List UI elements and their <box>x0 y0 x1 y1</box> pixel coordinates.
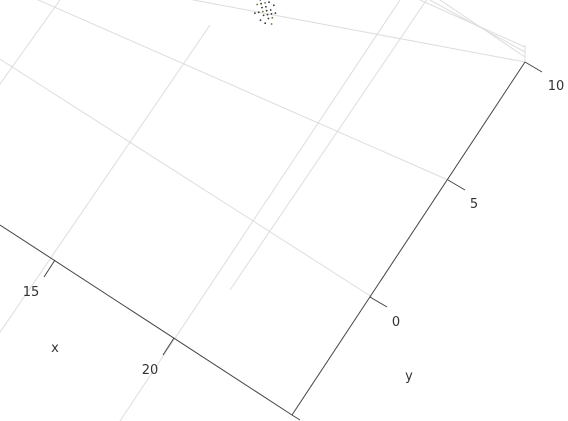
data-point <box>260 2 262 5</box>
grid-line-y <box>190 0 526 63</box>
grid-line-x <box>0 0 61 85</box>
axis-end-tick <box>291 414 301 421</box>
grid-line-y <box>429 0 526 53</box>
data-point <box>262 14 265 17</box>
data-point <box>261 6 263 9</box>
data-point <box>268 1 270 4</box>
grid-line-y <box>0 58 373 298</box>
x-tick-label-20: 20 <box>142 363 159 378</box>
y-axis-line <box>291 61 526 416</box>
data-point <box>270 13 273 15</box>
data-point <box>270 23 273 25</box>
data-point <box>274 12 277 15</box>
data-point <box>265 9 268 12</box>
x-tick-label-15: 15 <box>23 285 40 300</box>
data-point <box>272 4 275 7</box>
axes <box>0 61 543 421</box>
grid-line-y <box>439 0 526 58</box>
grid-lines <box>0 0 526 421</box>
x-axis-line <box>0 224 293 416</box>
data-point <box>266 13 269 16</box>
y-tick-label-10: 10 <box>548 79 565 94</box>
y-tick-10 <box>524 61 543 73</box>
data-point <box>259 0 262 1</box>
grid-line-x <box>229 0 428 291</box>
data-point <box>256 3 259 6</box>
x-axis-title: x <box>51 341 59 356</box>
y-tick-5 <box>447 179 466 191</box>
data-point <box>265 5 267 8</box>
data-point <box>259 19 262 21</box>
grid-line-y <box>37 0 449 181</box>
data-point <box>264 2 266 4</box>
y-tick-0 <box>369 296 388 308</box>
grid-line-x <box>119 0 401 421</box>
x-tick-20 <box>162 337 175 356</box>
data-point <box>261 10 264 13</box>
y-axis-title: y <box>405 369 413 384</box>
x-tick-15 <box>43 259 56 278</box>
data-point <box>269 9 272 11</box>
y-tick-label-5: 5 <box>470 197 478 212</box>
grid-line-x <box>0 24 211 334</box>
tick-labels: 15 20 0 5 10 x y <box>23 79 565 384</box>
data-point <box>254 12 256 15</box>
y-tick-label-0: 0 <box>392 315 400 330</box>
data-point <box>267 17 270 20</box>
data-points <box>254 0 277 25</box>
data-point <box>264 22 267 25</box>
data-point <box>257 11 260 14</box>
data-point <box>271 16 274 19</box>
